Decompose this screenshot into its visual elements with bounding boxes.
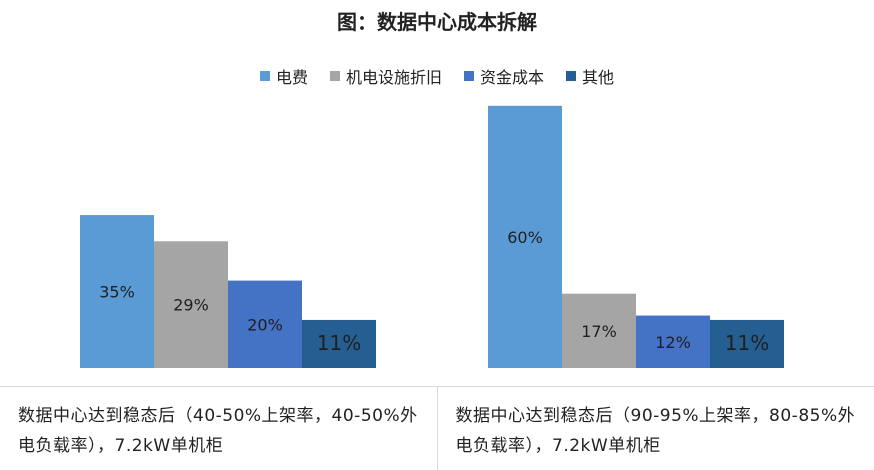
data-label-panel2-electricity: 60% xyxy=(507,228,543,247)
data-label-panel1-capital-cost: 20% xyxy=(247,315,283,334)
caption-right: 数据中心达到稳态后（90-95%上架率，80-85%外电负载率），7.2kW单机… xyxy=(437,387,874,470)
data-label-panel2-depreciation: 17% xyxy=(581,322,617,341)
data-label-panel1-other: 11% xyxy=(317,331,361,355)
data-label-panel1-electricity: 35% xyxy=(99,283,135,302)
data-label-panel1-depreciation: 29% xyxy=(173,296,209,315)
caption-row: 数据中心达到稳态后（40-50%上架率，40-50%外电负载率），7.2kW单机… xyxy=(0,386,874,470)
bar-chart: 35% 29% 20% 11% 60% 17% 12% 11% xyxy=(0,0,874,386)
data-label-panel2-other: 11% xyxy=(725,331,769,355)
data-label-panel2-capital-cost: 12% xyxy=(655,333,691,352)
caption-left: 数据中心达到稳态后（40-50%上架率，40-50%外电负载率），7.2kW单机… xyxy=(0,387,437,470)
